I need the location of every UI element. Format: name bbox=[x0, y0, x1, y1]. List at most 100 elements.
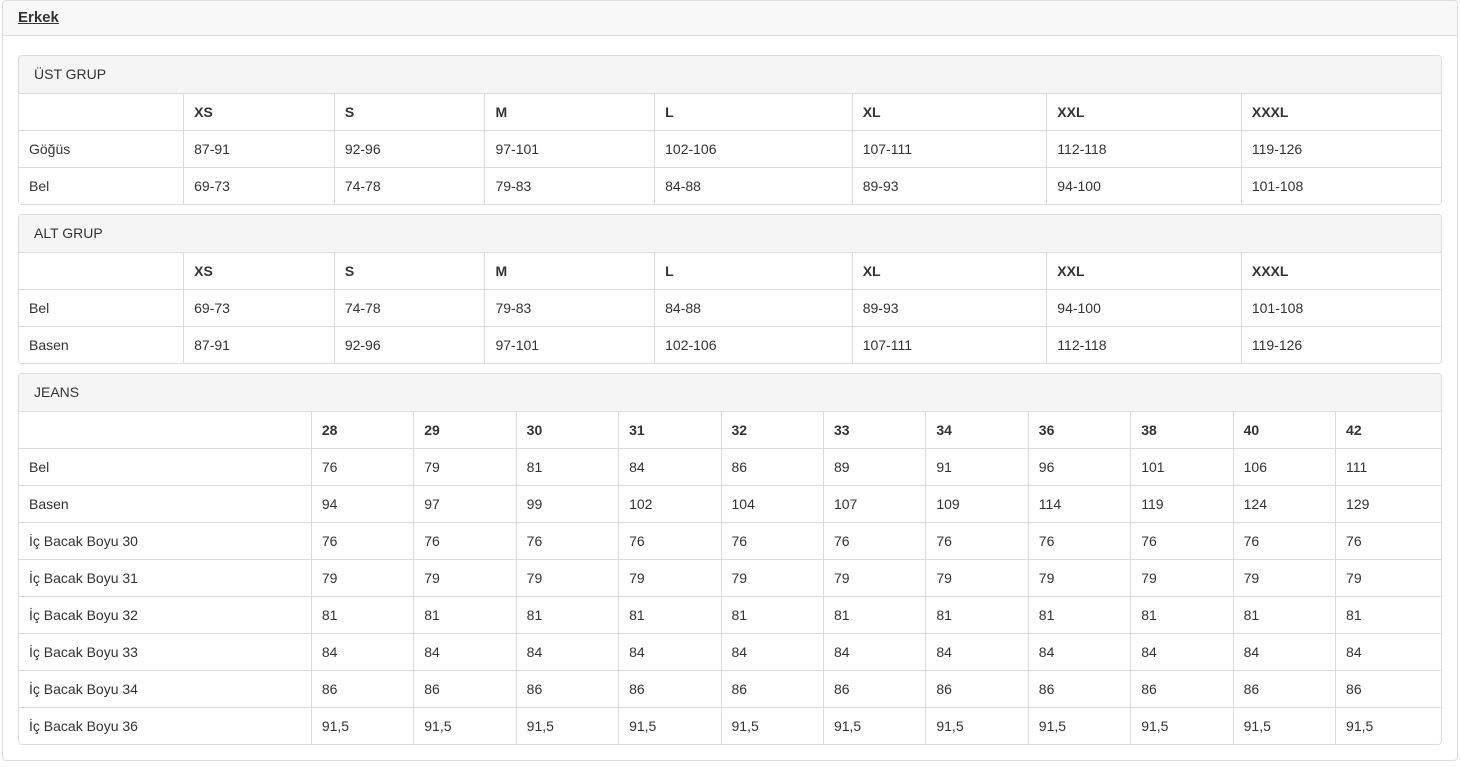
size-column-header: 31 bbox=[618, 412, 722, 449]
value-cell: 76 bbox=[1027, 522, 1132, 560]
value-cell: 81 bbox=[1335, 596, 1441, 634]
value-cell: 107-111 bbox=[851, 326, 1048, 363]
value-cell: 84 bbox=[925, 633, 1029, 671]
value-cell: 76 bbox=[310, 522, 415, 560]
row-label: Basen bbox=[19, 326, 185, 363]
value-cell: 86 bbox=[310, 670, 415, 708]
value-cell: 87-91 bbox=[183, 326, 335, 363]
size-column-header: 42 bbox=[1335, 412, 1441, 449]
size-column-header: S bbox=[333, 94, 486, 131]
size-column-header: 30 bbox=[515, 412, 620, 449]
value-cell: 106 bbox=[1232, 448, 1337, 486]
value-cell: 89-93 bbox=[851, 289, 1048, 327]
size-column-header: 29 bbox=[413, 412, 517, 449]
value-cell: 91,5 bbox=[1335, 707, 1441, 744]
size-column-header: XL bbox=[851, 94, 1048, 131]
row-label: Bel bbox=[19, 167, 185, 204]
value-cell: 86 bbox=[720, 670, 824, 708]
value-cell: 94-100 bbox=[1046, 167, 1242, 204]
page-body: ÜST GRUP XS S M L XL XXL XXXL Göğüs 87-91 92-96 97… bbox=[3, 36, 1457, 760]
value-cell: 84-88 bbox=[654, 167, 853, 204]
size-header-row: 28 29 30 31 32 33 34 36 38 40 42 bbox=[19, 412, 1441, 449]
value-cell: 119-126 bbox=[1240, 130, 1441, 168]
value-cell: 76 bbox=[925, 522, 1029, 560]
value-cell: 124 bbox=[1232, 485, 1337, 523]
row-label: İç Bacak Boyu 30 bbox=[19, 522, 312, 560]
size-column-header: 38 bbox=[1130, 412, 1234, 449]
size-table-alt-grup: XS S M L XL XXL XXXL Bel 69-73 74-78 79-83 84-88 89-… bbox=[19, 253, 1441, 363]
value-cell: 92-96 bbox=[333, 326, 486, 363]
value-cell: 76 bbox=[310, 448, 415, 486]
value-cell: 81 bbox=[720, 596, 824, 634]
value-cell: 84 bbox=[822, 633, 927, 671]
value-cell: 112-118 bbox=[1046, 130, 1242, 168]
row-label: İç Bacak Boyu 31 bbox=[19, 559, 312, 597]
value-cell: 84 bbox=[720, 633, 824, 671]
value-cell: 91,5 bbox=[310, 707, 415, 744]
value-cell: 91,5 bbox=[720, 707, 824, 744]
value-cell: 97-101 bbox=[484, 326, 656, 363]
table-row: Basen 94 97 99 102 104 107 109 114 119 124 129 bbox=[19, 485, 1441, 523]
size-column-header: XS bbox=[183, 94, 335, 131]
size-column-header: 28 bbox=[310, 412, 415, 449]
value-cell: 79 bbox=[1130, 559, 1234, 597]
tab-bar: Erkek bbox=[3, 1, 1457, 36]
size-column-header: XXL bbox=[1046, 253, 1242, 290]
value-cell: 79 bbox=[1232, 559, 1337, 597]
size-column-header: XXXL bbox=[1240, 253, 1441, 290]
panel-title-ust-grup: ÜST GRUP bbox=[19, 56, 1441, 94]
value-cell: 79 bbox=[618, 559, 722, 597]
value-cell: 79 bbox=[925, 559, 1029, 597]
size-table-jeans: 28 29 30 31 32 33 34 36 38 40 42 Bel 76 79 81 84 86 89 91 9… bbox=[19, 412, 1441, 744]
value-cell: 81 bbox=[1232, 596, 1337, 634]
empty-corner-cell bbox=[19, 412, 312, 449]
value-cell: 84 bbox=[1130, 633, 1234, 671]
value-cell: 79 bbox=[310, 559, 415, 597]
size-column-header: 36 bbox=[1027, 412, 1132, 449]
table-row: İç Bacak Boyu 36 91,5 91,5 91,5 91,5 91,5 91,5… bbox=[19, 707, 1441, 744]
size-table-ust-grup: XS S M L XL XXL XXXL Göğüs 87-91 92-96 97-101 102-1… bbox=[19, 94, 1441, 204]
value-cell: 79-83 bbox=[484, 289, 656, 327]
value-cell: 86 bbox=[1027, 670, 1132, 708]
row-label: İç Bacak Boyu 32 bbox=[19, 596, 312, 634]
value-cell: 81 bbox=[822, 596, 927, 634]
value-cell: 74-78 bbox=[333, 167, 486, 204]
row-label: İç Bacak Boyu 36 bbox=[19, 707, 312, 744]
value-cell: 79 bbox=[1335, 559, 1441, 597]
value-cell: 76 bbox=[1232, 522, 1337, 560]
tab-erkek[interactable]: Erkek bbox=[18, 9, 59, 26]
value-cell: 79 bbox=[1027, 559, 1132, 597]
value-cell: 76 bbox=[515, 522, 620, 560]
value-cell: 79 bbox=[413, 448, 517, 486]
value-cell: 104 bbox=[720, 485, 824, 523]
panel-alt-grup: ALT GRUP XS S M L XL XXL XXXL Bel 69-73 74-78 79-8… bbox=[18, 214, 1442, 364]
value-cell: 101 bbox=[1130, 448, 1234, 486]
value-cell: 74-78 bbox=[333, 289, 486, 327]
table-row: Basen 87-91 92-96 97-101 102-106 107-111 112-1… bbox=[19, 326, 1441, 363]
row-label: Bel bbox=[19, 448, 312, 486]
value-cell: 81 bbox=[1027, 596, 1132, 634]
size-column-header: 40 bbox=[1232, 412, 1337, 449]
table-row: İç Bacak Boyu 34 86 86 86 86 86 86 86 86 86 86 86 bbox=[19, 670, 1441, 708]
value-cell: 79 bbox=[822, 559, 927, 597]
value-cell: 89-93 bbox=[851, 167, 1048, 204]
value-cell: 91 bbox=[925, 448, 1029, 486]
value-cell: 81 bbox=[1130, 596, 1234, 634]
value-cell: 91,5 bbox=[1027, 707, 1132, 744]
value-cell: 86 bbox=[1335, 670, 1441, 708]
value-cell: 86 bbox=[413, 670, 517, 708]
value-cell: 107 bbox=[822, 485, 927, 523]
value-cell: 94-100 bbox=[1046, 289, 1242, 327]
size-column-header: XXXL bbox=[1240, 94, 1441, 131]
value-cell: 91,5 bbox=[822, 707, 927, 744]
value-cell: 91,5 bbox=[413, 707, 517, 744]
value-cell: 119 bbox=[1130, 485, 1234, 523]
size-column-header: XXL bbox=[1046, 94, 1242, 131]
value-cell: 84 bbox=[1232, 633, 1337, 671]
table-row: Göğüs 87-91 92-96 97-101 102-106 107-111 112-1… bbox=[19, 130, 1441, 168]
value-cell: 99 bbox=[515, 485, 620, 523]
panel-title-alt-grup: ALT GRUP bbox=[19, 215, 1441, 253]
table-row: Bel 69-73 74-78 79-83 84-88 89-93 94-100 101-10… bbox=[19, 289, 1441, 327]
size-column-header: L bbox=[654, 253, 853, 290]
value-cell: 84 bbox=[1027, 633, 1132, 671]
